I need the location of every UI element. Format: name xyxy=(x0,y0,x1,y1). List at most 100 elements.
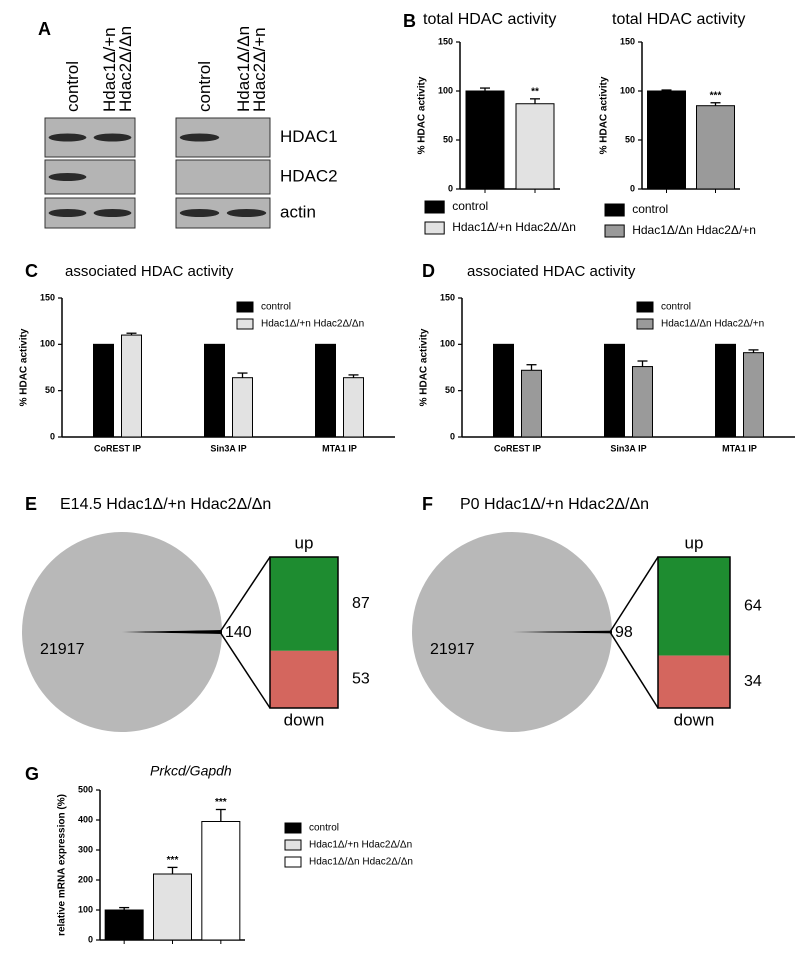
bar xyxy=(315,343,336,438)
y-axis-label: % HDAC activity xyxy=(19,328,30,406)
lane-label: Hdac1Δ/+n xyxy=(100,27,119,112)
legend-swatch xyxy=(636,301,654,313)
y-tick-label: 150 xyxy=(620,36,635,46)
panel-letter: E xyxy=(25,494,37,514)
legend-label: Hdac1Δ/Δn Hdac2Δ/+n xyxy=(632,223,756,237)
category-label: down xyxy=(284,710,325,729)
y-axis-label: % HDAC activity xyxy=(419,328,430,406)
y-tick-label: 150 xyxy=(440,292,455,302)
legend-swatch xyxy=(284,856,302,868)
panel-letter: F xyxy=(422,494,433,514)
blot-row-label: HDAC1 xyxy=(280,127,338,146)
bar xyxy=(104,909,144,941)
legend-label: Hdac1Δ/Δn Hdac2Δ/+n xyxy=(661,319,764,330)
breakdown-segment xyxy=(270,557,338,651)
legend-label: control xyxy=(452,199,488,213)
panel-letter: C xyxy=(25,261,38,281)
y-tick-label: 200 xyxy=(78,874,93,884)
y-tick-label: 0 xyxy=(50,431,55,441)
y-tick-label: 0 xyxy=(450,431,455,441)
connector xyxy=(609,631,659,709)
legend-label: control xyxy=(632,202,668,216)
panel-letter: G xyxy=(25,764,39,784)
panel-letter: D xyxy=(422,261,435,281)
segment-label: 64 xyxy=(744,598,762,615)
bar xyxy=(521,369,542,438)
y-tick-label: 300 xyxy=(78,844,93,854)
significance: ** xyxy=(531,86,539,97)
bar xyxy=(515,103,555,190)
x-tick-label: Sin3A IP xyxy=(610,443,646,453)
bar xyxy=(696,105,735,190)
y-tick-label: 100 xyxy=(440,339,455,349)
slice-label: 98 xyxy=(615,624,633,641)
x-tick-label: CoREST IP xyxy=(494,443,541,453)
breakdown-frame xyxy=(657,556,731,709)
breakdown-segment xyxy=(658,655,730,708)
y-tick-label: 0 xyxy=(630,183,635,193)
segment-label: 53 xyxy=(352,671,370,688)
bar xyxy=(465,90,505,190)
x-tick-label: CoREST IP xyxy=(94,443,141,453)
lane-label: Hdac2Δ/Δn xyxy=(116,26,135,112)
category-label: up xyxy=(685,533,704,552)
legend-swatch xyxy=(284,839,302,851)
pie-slice xyxy=(512,630,612,634)
connector xyxy=(219,556,271,633)
breakdown-segment xyxy=(270,650,338,708)
chart-title: associated HDAC activity xyxy=(65,263,234,280)
y-tick-label: 150 xyxy=(438,36,453,46)
y-tick-label: 50 xyxy=(443,134,453,144)
significance: *** xyxy=(167,855,179,866)
breakdown-frame xyxy=(269,556,339,709)
y-tick-label: 400 xyxy=(78,814,93,824)
blot-band xyxy=(179,133,220,142)
blot-band xyxy=(93,209,132,217)
lane-label: control xyxy=(63,61,82,112)
chart-title: total HDAC activity xyxy=(423,11,556,28)
category-label: down xyxy=(674,710,715,729)
bar xyxy=(201,821,241,941)
y-tick-label: 150 xyxy=(40,292,55,302)
chart-title: P0 Hdac1Δ/+n Hdac2Δ/Δn xyxy=(460,496,649,513)
slice-label: 21917 xyxy=(430,641,475,658)
y-tick-label: 0 xyxy=(88,934,93,944)
legend-swatch xyxy=(236,318,254,330)
bar xyxy=(204,343,225,438)
y-tick-label: 500 xyxy=(78,784,93,794)
category-label: up xyxy=(295,533,314,552)
y-tick-label: 50 xyxy=(445,385,455,395)
legend-swatch xyxy=(284,822,302,834)
legend-label: control xyxy=(309,823,339,834)
lane-label: Hdac1Δ/Δn xyxy=(234,26,253,112)
blot-strip xyxy=(175,159,271,195)
blot-band xyxy=(48,173,87,181)
blot-row-label: actin xyxy=(280,202,316,221)
panel-letter: A xyxy=(38,19,51,39)
chart-title: E14.5 Hdac1Δ/+n Hdac2Δ/Δn xyxy=(60,496,271,513)
blot-band xyxy=(48,133,87,142)
connector xyxy=(609,556,659,633)
bar xyxy=(121,334,142,438)
chart-title: Prkcd/Gapdh xyxy=(150,763,232,779)
y-tick-label: 0 xyxy=(448,183,453,193)
legend-swatch xyxy=(236,301,254,313)
chart-title: total HDAC activity xyxy=(612,11,745,28)
y-tick-label: 50 xyxy=(625,134,635,144)
legend-swatch xyxy=(636,318,654,330)
bar xyxy=(632,366,653,438)
y-axis-label: % HDAC activity xyxy=(599,76,610,154)
panel-letter: B xyxy=(403,11,416,31)
y-tick-label: 100 xyxy=(40,339,55,349)
segment-label: 87 xyxy=(352,595,370,612)
pie-slice xyxy=(122,630,222,634)
pie-slice xyxy=(411,531,612,732)
blot-band xyxy=(179,209,220,217)
bar xyxy=(715,343,736,438)
y-axis-label: % HDAC activity xyxy=(417,76,428,154)
legend-label: Hdac1Δ/+n Hdac2Δ/Δn xyxy=(309,840,412,851)
x-tick-label: Sin3A IP xyxy=(210,443,246,453)
slice-label: 21917 xyxy=(40,641,85,658)
